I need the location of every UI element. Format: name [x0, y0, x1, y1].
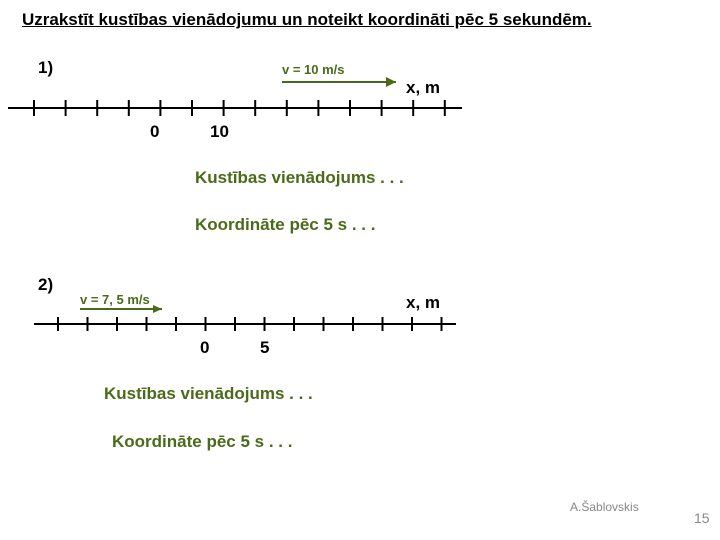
- problem1-tick-10: 10: [210, 122, 229, 142]
- footer-author: A.Šablovskis: [570, 500, 639, 514]
- problem2-coordinate: Koordināte pēc 5 s . . .: [112, 432, 292, 452]
- page-title: Uzrakstīt kustības vienādojumu un noteik…: [22, 10, 592, 30]
- problem1-coordinate: Koordināte pēc 5 s . . .: [195, 215, 375, 235]
- problem2-equation: Kustības vienādojums . . .: [104, 384, 313, 404]
- problem1-axis: [0, 90, 480, 130]
- footer-page-number: 15: [694, 510, 710, 526]
- problem2-label: 2): [38, 275, 53, 295]
- problem2-tick-5: 5: [260, 338, 269, 358]
- problem2-tick-0: 0: [200, 338, 209, 358]
- problem1-label: 1): [38, 58, 53, 78]
- problem1-arrow-icon: [278, 74, 406, 90]
- problem1-equation: Kustības vienādojums . . .: [195, 168, 404, 188]
- problem2-arrow-icon: [76, 302, 172, 316]
- problem1-tick-0: 0: [150, 122, 159, 142]
